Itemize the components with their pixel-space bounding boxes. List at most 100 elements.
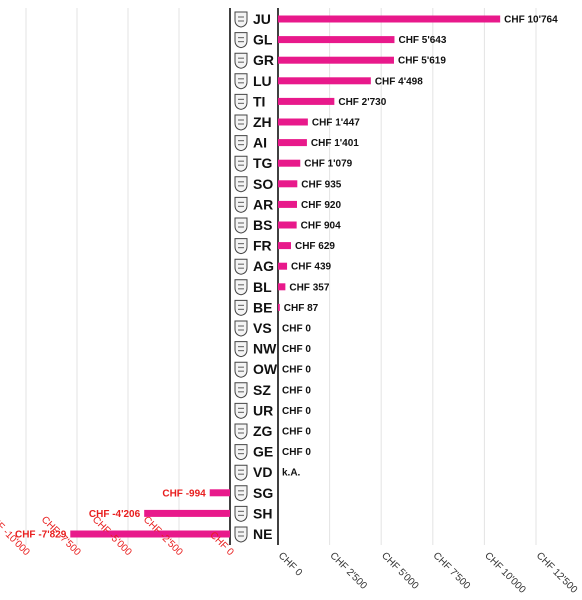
category-label-ju: JU bbox=[253, 11, 271, 27]
category-label-bl: BL bbox=[253, 279, 272, 295]
right-tick-label: CHF 2'500 bbox=[327, 550, 369, 592]
right-tick-label: CHF 12'500 bbox=[534, 550, 580, 596]
flag-icon-zg bbox=[234, 423, 248, 440]
category-label-gr: GR bbox=[253, 52, 274, 68]
flag-icon-fr bbox=[234, 238, 248, 255]
bar-tg bbox=[278, 159, 301, 167]
value-label-ag: CHF 439 bbox=[291, 262, 331, 273]
category-label-ag: AG bbox=[253, 258, 274, 274]
category-label-lu: LU bbox=[253, 73, 272, 89]
flag-icon-ar bbox=[234, 196, 248, 213]
value-label-ai: CHF 1'401 bbox=[311, 138, 359, 149]
category-label-be: BE bbox=[253, 299, 272, 315]
bar-fr bbox=[278, 242, 291, 250]
bar-lu bbox=[278, 77, 371, 85]
value-label-so: CHF 935 bbox=[301, 179, 341, 190]
value-label-bl: CHF 357 bbox=[289, 282, 329, 293]
bar-ne bbox=[70, 530, 231, 538]
category-label-zh: ZH bbox=[253, 114, 272, 130]
bar-ag bbox=[278, 262, 288, 270]
category-label-ti: TI bbox=[253, 93, 265, 109]
flag-icon-ow bbox=[234, 361, 248, 378]
category-label-sg: SG bbox=[253, 485, 273, 501]
value-label-bs: CHF 904 bbox=[301, 221, 341, 232]
bar-ti bbox=[278, 97, 335, 105]
category-label-ai: AI bbox=[253, 135, 267, 151]
flag-icon-so bbox=[234, 176, 248, 193]
value-label-sz: CHF 0 bbox=[282, 385, 311, 396]
category-label-ne: NE bbox=[253, 526, 272, 542]
flag-icon-ge bbox=[234, 444, 248, 461]
gridlines bbox=[25, 8, 537, 545]
value-label-lu: CHF 4'498 bbox=[375, 76, 423, 87]
bar-bs bbox=[278, 221, 297, 229]
bar-be bbox=[278, 303, 280, 311]
flag-icon-ti bbox=[234, 93, 248, 110]
bar-zh bbox=[278, 118, 308, 126]
value-label-ur: CHF 0 bbox=[282, 406, 311, 417]
value-label-tg: CHF 1'079 bbox=[304, 159, 352, 170]
flag-icon-vd bbox=[234, 464, 248, 481]
category-label-vd: VD bbox=[253, 464, 272, 480]
value-label-zh: CHF 1'447 bbox=[312, 118, 360, 129]
value-label-be: CHF 87 bbox=[284, 303, 319, 314]
flag-icon-gl bbox=[234, 32, 248, 49]
value-label-fr: CHF 629 bbox=[295, 241, 335, 252]
category-label-ur: UR bbox=[253, 402, 273, 418]
flag-icon-sz bbox=[234, 382, 248, 399]
category-label-ow: OW bbox=[253, 361, 278, 377]
bar-sg bbox=[209, 489, 230, 497]
value-label-ju: CHF 10'764 bbox=[504, 15, 558, 26]
right-tick-label: CHF 5'000 bbox=[379, 550, 421, 592]
value-label-vd: k.A. bbox=[282, 468, 301, 479]
category-label-vs: VS bbox=[253, 320, 272, 336]
flag-icon-bs bbox=[234, 217, 248, 234]
value-label-ar: CHF 920 bbox=[301, 200, 341, 211]
flag-icon-vs bbox=[234, 320, 248, 337]
category-label-so: SO bbox=[253, 176, 273, 192]
right-tick-label: CHF 7'500 bbox=[431, 550, 473, 592]
value-labels: CHF 10'764 CHF 5'643 CHF 5'619 CHF 4'498 CHF… bbox=[15, 15, 558, 541]
value-label-sg: CHF -994 bbox=[162, 488, 206, 499]
flag-icon-sh bbox=[234, 505, 248, 522]
category-label-nw: NW bbox=[253, 341, 277, 357]
category-label-ge: GE bbox=[253, 444, 273, 460]
value-label-ti: CHF 2'730 bbox=[338, 97, 386, 108]
value-label-gl: CHF 5'643 bbox=[398, 35, 446, 46]
category-label-gl: GL bbox=[253, 32, 273, 48]
category-label-zg: ZG bbox=[253, 423, 273, 439]
flag-icon-ne bbox=[234, 526, 248, 543]
category-label-sz: SZ bbox=[253, 382, 271, 398]
flag-icon-zh bbox=[234, 114, 248, 131]
value-label-gr: CHF 5'619 bbox=[398, 56, 446, 67]
bars bbox=[70, 15, 501, 538]
right-tick-label: CHF 10'000 bbox=[482, 550, 528, 596]
tick-labels: CHF -10'000 CHF -7'500 CHF -5'000 CHF -2'50… bbox=[0, 510, 579, 595]
flag-icon-gr bbox=[234, 52, 248, 69]
flag-icon-ju bbox=[234, 11, 248, 28]
canton-flags bbox=[234, 11, 248, 543]
bar-sh bbox=[144, 509, 230, 517]
axis-lines bbox=[229, 8, 279, 545]
bar-ar bbox=[278, 200, 297, 208]
bar-bl bbox=[278, 283, 286, 291]
value-label-zg: CHF 0 bbox=[282, 427, 311, 438]
value-label-nw: CHF 0 bbox=[282, 344, 311, 355]
flag-icon-sg bbox=[234, 485, 248, 502]
value-label-vs: CHF 0 bbox=[282, 324, 311, 335]
category-label-bs: BS bbox=[253, 217, 272, 233]
bar-ju bbox=[278, 15, 501, 23]
bar-so bbox=[278, 180, 298, 188]
flag-icon-ag bbox=[234, 258, 248, 275]
flag-icon-ur bbox=[234, 402, 248, 419]
category-label-tg: TG bbox=[253, 155, 273, 171]
flag-icon-tg bbox=[234, 155, 248, 172]
value-label-sh: CHF -4'206 bbox=[89, 509, 141, 520]
flag-icon-bl bbox=[234, 279, 248, 296]
bar-ai bbox=[278, 139, 307, 147]
category-label-sh: SH bbox=[253, 505, 272, 521]
category-label-ar: AR bbox=[253, 196, 273, 212]
bar-gr bbox=[278, 56, 394, 64]
flag-icon-ai bbox=[234, 135, 248, 152]
